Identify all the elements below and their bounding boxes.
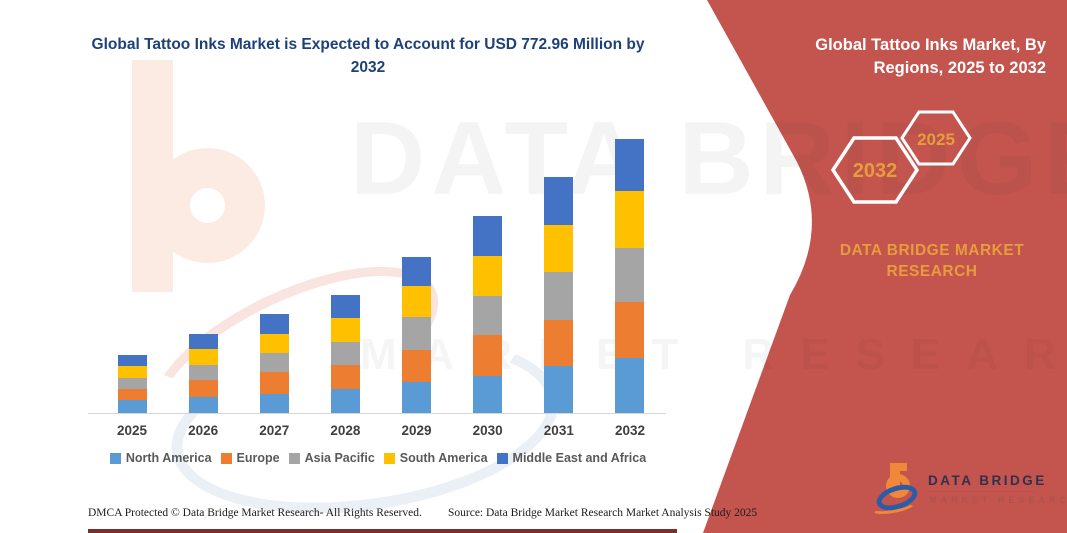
legend-label: South America [399,451,488,465]
stacked-bar-2026 [188,333,218,413]
stacked-bar-2027 [259,313,289,413]
x-axis-label-2031: 2031 [543,423,574,438]
legend-item-north-america: North America [109,451,212,465]
bar-segment-north-america [330,389,360,413]
legend-label: Europe [236,451,280,465]
stacked-bar-2029 [402,256,432,413]
bar-segment-south-america [117,366,147,378]
bar-segment-asia-pacific [117,377,147,389]
bar-segment-south-america [615,191,645,248]
logo-underline [929,491,1037,492]
bar-segment-asia-pacific [473,296,503,336]
bar-segment-middle-east-and-africa [473,215,503,256]
bar-segment-south-america [259,333,289,354]
bar-segment-south-america [402,286,432,318]
bar-segment-north-america [259,394,289,413]
bar-segment-asia-pacific [402,317,432,350]
bar-segment-north-america [473,375,503,413]
legend-label: North America [125,451,212,465]
bar-segment-middle-east-and-africa [259,313,289,334]
bar-segment-middle-east-and-africa [544,177,574,226]
x-axis-label-2030: 2030 [472,423,503,438]
bar-segment-europe [402,349,432,382]
legend-swatch-icon [288,452,300,464]
bar-segment-middle-east-and-africa [188,333,218,349]
bar-segment-north-america [402,381,432,413]
footer-divider-bar [88,529,677,533]
legend-swatch-icon [109,452,121,464]
stacked-bar-2031 [544,177,574,413]
bar-segment-north-america [188,397,218,413]
bar-segment-asia-pacific [615,248,645,302]
databridge-logo: DATA BRIDGE MARKET RESEARCH [869,461,1067,519]
logo-subtitle: MARKET RESEARCH [929,495,1067,505]
panel-brand-text: DATA BRIDGE MARKET RESEARCH [839,242,1025,280]
stacked-bar-2030 [473,215,503,413]
x-axis-label-2032: 2032 [614,423,645,438]
legend-swatch-icon [496,452,508,464]
bar-segment-europe [330,365,360,389]
x-axis-label-2029: 2029 [401,423,432,438]
bar-segment-north-america [544,366,574,413]
bar-segment-europe [117,388,147,401]
legend-swatch-icon [383,452,395,464]
bar-segment-europe [473,335,503,376]
bar-segment-south-america [330,318,360,342]
stacked-bar-2032 [615,138,645,413]
legend-item-asia-pacific: Asia Pacific [288,451,375,465]
x-axis-labels: 2025 2026 2027 2028 2029 2030 2031 2032 [88,423,666,441]
hexagon-2032-outline [830,136,920,204]
stacked-bar-2028 [330,294,360,413]
chart-title: Global Tattoo Inks Market is Expected to… [91,36,645,76]
x-axis-label-2027: 2027 [259,423,290,438]
bar-segment-middle-east-and-africa [402,256,432,287]
bar-segment-asia-pacific [330,341,360,365]
bar-segment-north-america [615,358,645,413]
bar-segment-europe [544,319,574,367]
footer-dmca-text: DMCA Protected © Data Bridge Market Rese… [88,507,422,519]
bar-segment-middle-east-and-africa [330,294,360,318]
bar-segment-south-america [473,255,503,297]
legend-item-south-america: South America [383,451,488,465]
footer-source-text: Source: Data Bridge Market Research Mark… [448,507,758,519]
stacked-bar-plot [88,96,666,413]
legend-item-middle-east-and-africa: Middle East and Africa [496,451,647,465]
legend-label: Middle East and Africa [512,451,647,465]
bar-segment-asia-pacific [259,353,289,373]
bar-segment-europe [615,302,645,358]
legend-label: Asia Pacific [304,451,375,465]
hexagon-2032-label: 2032 [853,160,898,182]
x-axis-label-2026: 2026 [188,423,219,438]
bar-segment-middle-east-and-africa [615,138,645,192]
x-axis-label-2028: 2028 [330,423,361,438]
logo-name: DATA BRIDGE [928,473,1047,488]
x-axis-line [88,413,666,414]
bar-segment-south-america [544,225,574,272]
bar-segment-europe [188,379,218,397]
bar-segment-asia-pacific [544,271,574,320]
bar-segment-north-america [117,400,147,413]
logo-b-icon [886,474,910,498]
stacked-bar-2025 [117,354,147,413]
panel-heading: Global Tattoo Inks Market, By Regions, 2… [815,36,1046,77]
hexagon-2025-label: 2025 [917,130,955,149]
bar-segment-middle-east-and-africa [117,354,147,367]
legend-swatch-icon [220,452,232,464]
bar-segment-asia-pacific [188,365,218,380]
chart-legend: North America Europe Asia Pacific South Ame… [70,451,686,465]
year-hexagons: 2032 2025 [830,110,972,204]
legend-item-europe: Europe [220,451,280,465]
bar-segment-europe [259,372,289,395]
bar-segment-south-america [188,348,218,366]
x-axis-label-2025: 2025 [116,423,148,438]
hexagon-2025-outline [900,110,972,166]
